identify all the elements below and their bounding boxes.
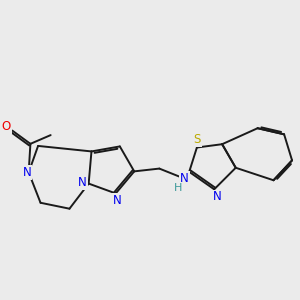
Text: N: N xyxy=(180,172,189,185)
Text: H: H xyxy=(174,183,182,193)
Text: S: S xyxy=(193,134,201,146)
Text: N: N xyxy=(213,190,221,203)
Text: N: N xyxy=(22,166,31,179)
Text: O: O xyxy=(2,120,10,133)
Text: N: N xyxy=(78,176,87,189)
Text: N: N xyxy=(113,194,122,207)
